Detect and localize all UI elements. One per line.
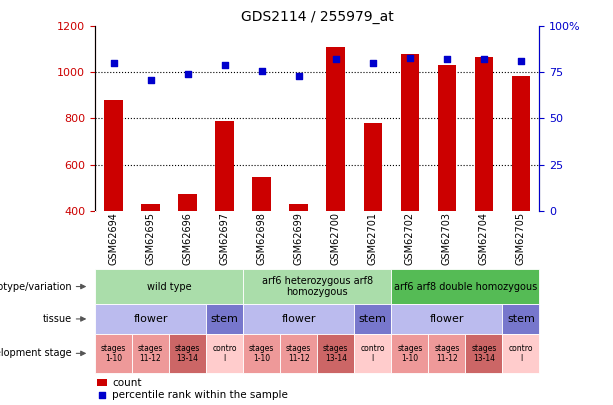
- Bar: [95, 304, 206, 334]
- Text: wild type: wild type: [147, 281, 191, 292]
- Bar: [206, 334, 243, 373]
- Text: GSM62704: GSM62704: [479, 212, 489, 265]
- Text: contro
l: contro l: [509, 344, 533, 363]
- Point: [257, 67, 267, 74]
- Point: [183, 71, 192, 77]
- Text: stages
11-12: stages 11-12: [138, 344, 163, 363]
- Text: stages
1-10: stages 1-10: [249, 344, 275, 363]
- Bar: [364, 123, 382, 211]
- Text: count: count: [112, 377, 142, 388]
- Text: contro
l: contro l: [212, 344, 237, 363]
- Text: GSM62694: GSM62694: [109, 212, 118, 265]
- Bar: [169, 334, 206, 373]
- Bar: [95, 269, 243, 304]
- Text: GSM62702: GSM62702: [405, 212, 415, 266]
- Point: [442, 56, 452, 63]
- Bar: [243, 269, 391, 304]
- Text: GSM62698: GSM62698: [257, 212, 267, 265]
- Bar: [391, 304, 503, 334]
- Text: tissue: tissue: [42, 314, 72, 324]
- Bar: [391, 334, 428, 373]
- Point: [516, 58, 526, 64]
- Bar: [142, 204, 160, 211]
- Text: stem: stem: [507, 314, 535, 324]
- Bar: [428, 334, 465, 373]
- Bar: [289, 204, 308, 211]
- Text: GSM62699: GSM62699: [294, 212, 303, 265]
- Text: flower: flower: [430, 314, 464, 324]
- Text: stages
13-14: stages 13-14: [323, 344, 348, 363]
- Bar: [354, 304, 391, 334]
- Text: stem: stem: [359, 314, 387, 324]
- Bar: [253, 177, 271, 211]
- Bar: [474, 58, 493, 211]
- Bar: [400, 54, 419, 211]
- Point: [146, 77, 156, 83]
- Text: flower: flower: [281, 314, 316, 324]
- Bar: [503, 334, 539, 373]
- Bar: [215, 121, 234, 211]
- Bar: [95, 334, 132, 373]
- Point: [294, 73, 303, 79]
- Text: GSM62703: GSM62703: [442, 212, 452, 265]
- Point: [405, 54, 415, 61]
- Text: GSM62705: GSM62705: [516, 212, 526, 266]
- Point: [479, 56, 489, 63]
- Text: GSM62700: GSM62700: [331, 212, 341, 265]
- Text: stages
1-10: stages 1-10: [101, 344, 126, 363]
- Text: percentile rank within the sample: percentile rank within the sample: [112, 390, 287, 400]
- Title: GDS2114 / 255979_at: GDS2114 / 255979_at: [241, 10, 394, 24]
- Bar: [327, 47, 345, 211]
- Bar: [465, 334, 503, 373]
- Text: GSM62695: GSM62695: [145, 212, 156, 265]
- Bar: [243, 304, 354, 334]
- Bar: [354, 334, 391, 373]
- Text: arf6 heterozygous arf8
homozygous: arf6 heterozygous arf8 homozygous: [262, 276, 373, 297]
- Bar: [97, 379, 107, 386]
- Bar: [104, 100, 123, 211]
- Text: stages
13-14: stages 13-14: [471, 344, 497, 363]
- Text: GSM62697: GSM62697: [219, 212, 230, 265]
- Text: GSM62701: GSM62701: [368, 212, 378, 265]
- Bar: [178, 194, 197, 211]
- Text: contro
l: contro l: [360, 344, 385, 363]
- Text: GSM62696: GSM62696: [183, 212, 192, 265]
- Text: stages
11-12: stages 11-12: [286, 344, 311, 363]
- Text: stages
13-14: stages 13-14: [175, 344, 200, 363]
- Bar: [391, 269, 539, 304]
- Text: stages
1-10: stages 1-10: [397, 344, 422, 363]
- Bar: [512, 76, 530, 211]
- Bar: [132, 334, 169, 373]
- Bar: [318, 334, 354, 373]
- Text: flower: flower: [133, 314, 168, 324]
- Text: stem: stem: [211, 314, 238, 324]
- Bar: [438, 66, 456, 211]
- Text: development stage: development stage: [0, 348, 72, 358]
- Bar: [206, 304, 243, 334]
- Point: [331, 56, 341, 63]
- Bar: [503, 304, 539, 334]
- Bar: [280, 334, 318, 373]
- Point: [219, 62, 229, 68]
- Text: arf6 arf8 double homozygous: arf6 arf8 double homozygous: [394, 281, 537, 292]
- Text: stages
11-12: stages 11-12: [434, 344, 460, 363]
- Point: [97, 392, 107, 399]
- Point: [368, 60, 378, 66]
- Bar: [243, 334, 280, 373]
- Text: genotype/variation: genotype/variation: [0, 281, 72, 292]
- Point: [109, 60, 118, 66]
